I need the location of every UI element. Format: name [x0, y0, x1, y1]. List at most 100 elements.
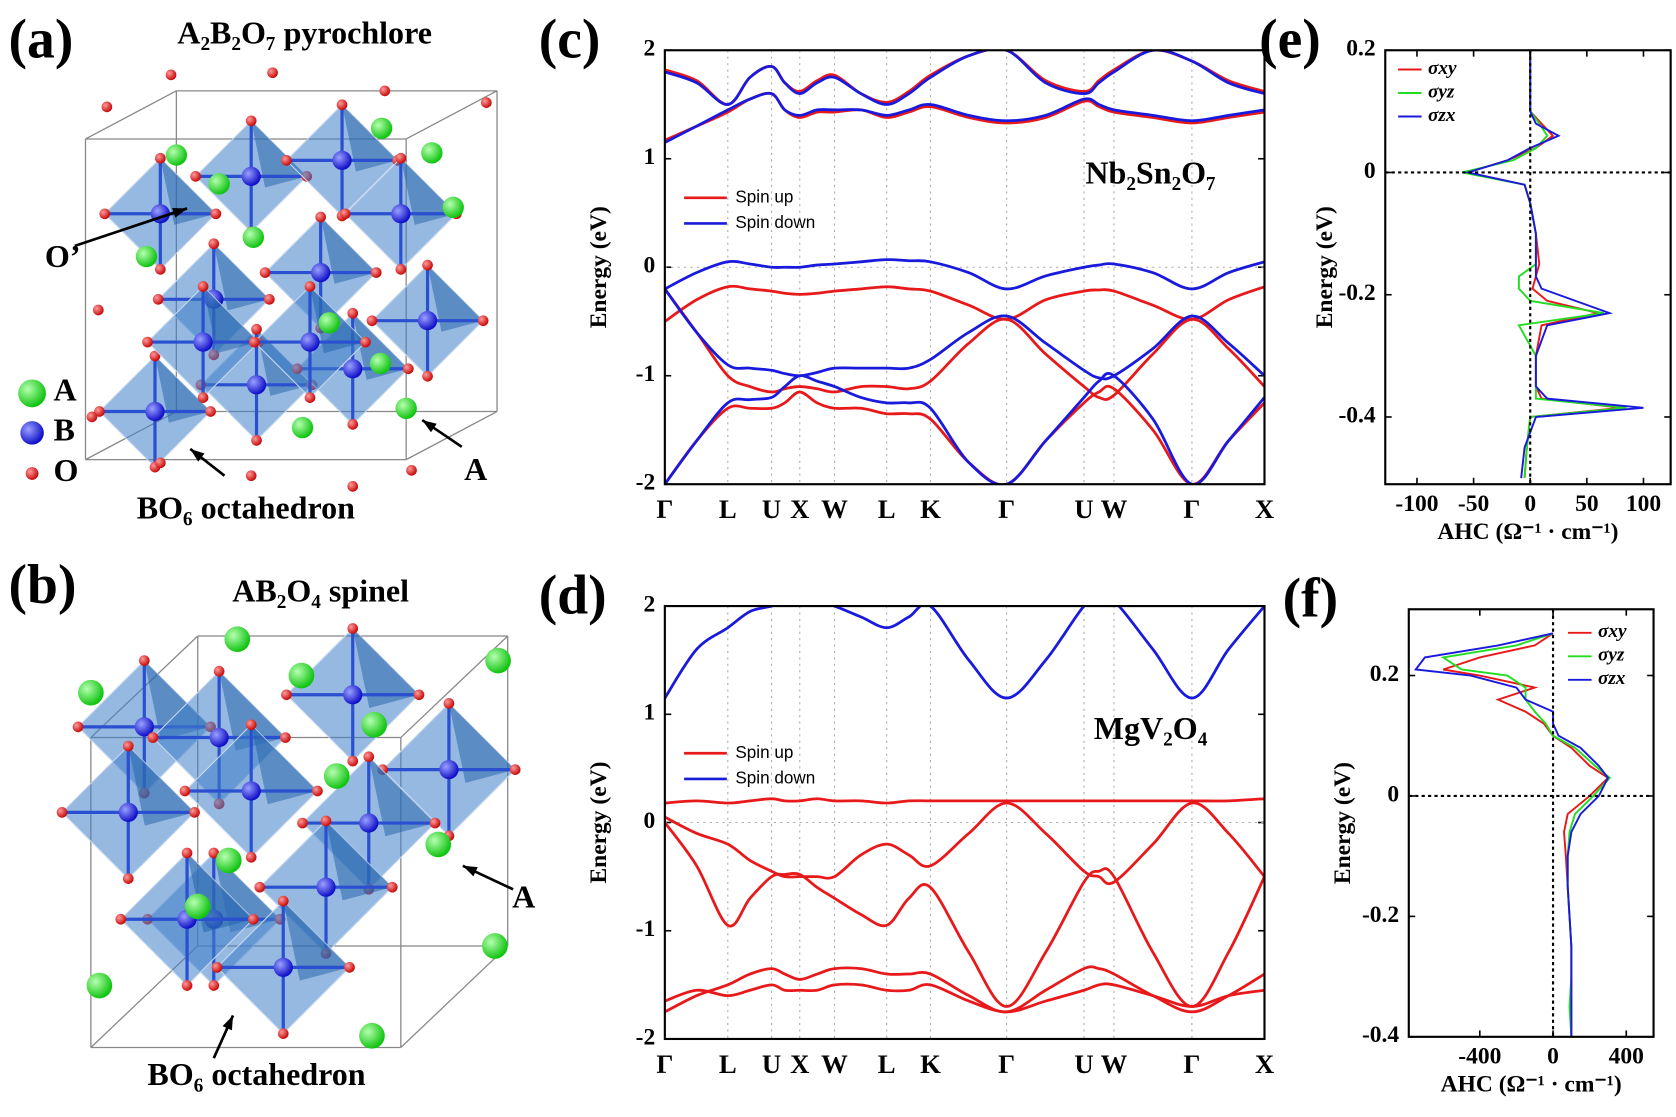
atom-a — [208, 173, 230, 195]
atom-o — [360, 336, 371, 348]
atom-a — [215, 847, 242, 874]
y-tick-label: 0.2 — [1370, 661, 1399, 687]
atom-o — [142, 336, 153, 348]
structures — [18, 67, 521, 1059]
atom-o — [92, 304, 104, 316]
band — [664, 91, 1265, 144]
structure-title: AB₂O₄ spinel — [232, 573, 409, 609]
legend-label: σyz — [1428, 81, 1455, 102]
atom-o — [509, 764, 521, 775]
atom-o — [251, 323, 262, 335]
band — [664, 284, 1265, 323]
y-axis-label: Energy (eV) — [1312, 206, 1338, 328]
legend-label: Spin up — [735, 743, 793, 762]
band — [664, 606, 1265, 700]
plot-frame — [1384, 49, 1672, 486]
atom-o — [312, 785, 323, 797]
atom-o — [477, 315, 489, 327]
atom-a — [288, 662, 315, 689]
atom-o — [190, 171, 201, 182]
atom-o — [339, 208, 351, 220]
legend-atom — [18, 379, 46, 408]
atom-a — [323, 763, 350, 789]
atom-b — [241, 781, 261, 801]
atom-b — [193, 332, 213, 352]
atom-a — [482, 933, 508, 959]
x-tick-label: Γ — [998, 494, 1015, 524]
y-tick-label: 2 — [643, 36, 655, 62]
atom-o — [197, 281, 209, 292]
octahedron-face — [352, 628, 419, 709]
atom-o — [122, 740, 134, 752]
atom-o — [197, 392, 209, 403]
x-tick-label: Γ — [1183, 1049, 1200, 1079]
atom-o — [386, 881, 398, 893]
legend-label: A — [53, 372, 76, 408]
panel-label: (e) — [1259, 9, 1321, 71]
y-tick-label: -2 — [636, 470, 656, 496]
x-tick-label: -100 — [1395, 491, 1438, 517]
atom-o — [347, 623, 359, 634]
atom-o — [259, 267, 271, 278]
ahc-curve — [1413, 632, 1610, 1037]
legend-label: B — [53, 411, 74, 447]
atom-o — [245, 851, 257, 863]
atom-o — [443, 697, 455, 709]
atom-o — [101, 101, 113, 113]
atom-a — [224, 626, 251, 653]
x-tick-label: K — [920, 494, 941, 524]
atom-o — [254, 881, 266, 893]
octahedron-face — [128, 746, 195, 826]
x-tick-label: Γ — [656, 1049, 673, 1079]
legend-label: σzx — [1428, 105, 1456, 126]
atom-o — [208, 847, 220, 859]
atom-o — [245, 115, 257, 127]
atom-o — [181, 847, 193, 859]
atom-o — [152, 293, 164, 305]
x-tick-label: 0 — [1547, 1044, 1559, 1070]
x-tick-label: W — [821, 1049, 848, 1079]
octahedron-face — [326, 820, 393, 901]
x-tick-label: L — [878, 1049, 896, 1079]
x-tick-label: 400 — [1609, 1044, 1644, 1070]
band — [664, 372, 1265, 485]
octahedron-face — [203, 286, 259, 354]
arrow — [74, 207, 188, 248]
atom-o — [429, 817, 441, 829]
y-tick-label: 1 — [643, 144, 655, 170]
legend-label: Spin up — [735, 187, 793, 206]
atom-o — [213, 665, 225, 677]
octahedron-face — [219, 671, 286, 751]
x-tick-label: X — [1255, 1049, 1274, 1079]
y-tick-label: 1 — [643, 700, 655, 726]
atom-o — [480, 97, 492, 108]
chart: (e) Energy (eV) -0.4 -0.2 0 0.2 -100 -50 0 50 100 A… — [1259, 9, 1672, 545]
y-tick-label: -0.4 — [1338, 402, 1375, 428]
atom-b — [417, 311, 438, 331]
atom-o — [304, 392, 316, 403]
atom-o — [56, 807, 68, 818]
octahedron-face — [213, 243, 270, 311]
plot-area — [664, 606, 1265, 1039]
atom-b — [241, 166, 261, 186]
x-tick-label: W — [821, 494, 848, 524]
atom-o — [72, 721, 84, 733]
atom-o — [315, 211, 327, 223]
atom-a — [165, 144, 188, 166]
atom-o — [165, 69, 177, 81]
x-axis-label: AHC (Ω⁻¹ · cm⁻¹) — [1441, 1071, 1622, 1097]
atom-o — [406, 464, 417, 476]
atom-b — [145, 401, 165, 422]
plot-area — [1385, 50, 1671, 485]
band — [664, 801, 1265, 886]
atom-o — [320, 815, 332, 827]
atom-o — [422, 370, 433, 382]
atom-o — [99, 208, 111, 220]
octahedron-face — [342, 104, 398, 172]
atom-o — [122, 873, 134, 884]
plot-frame — [663, 604, 1266, 1041]
legend-label: σyz — [1598, 645, 1625, 666]
atom-o — [247, 913, 259, 925]
atom-a — [78, 679, 104, 706]
